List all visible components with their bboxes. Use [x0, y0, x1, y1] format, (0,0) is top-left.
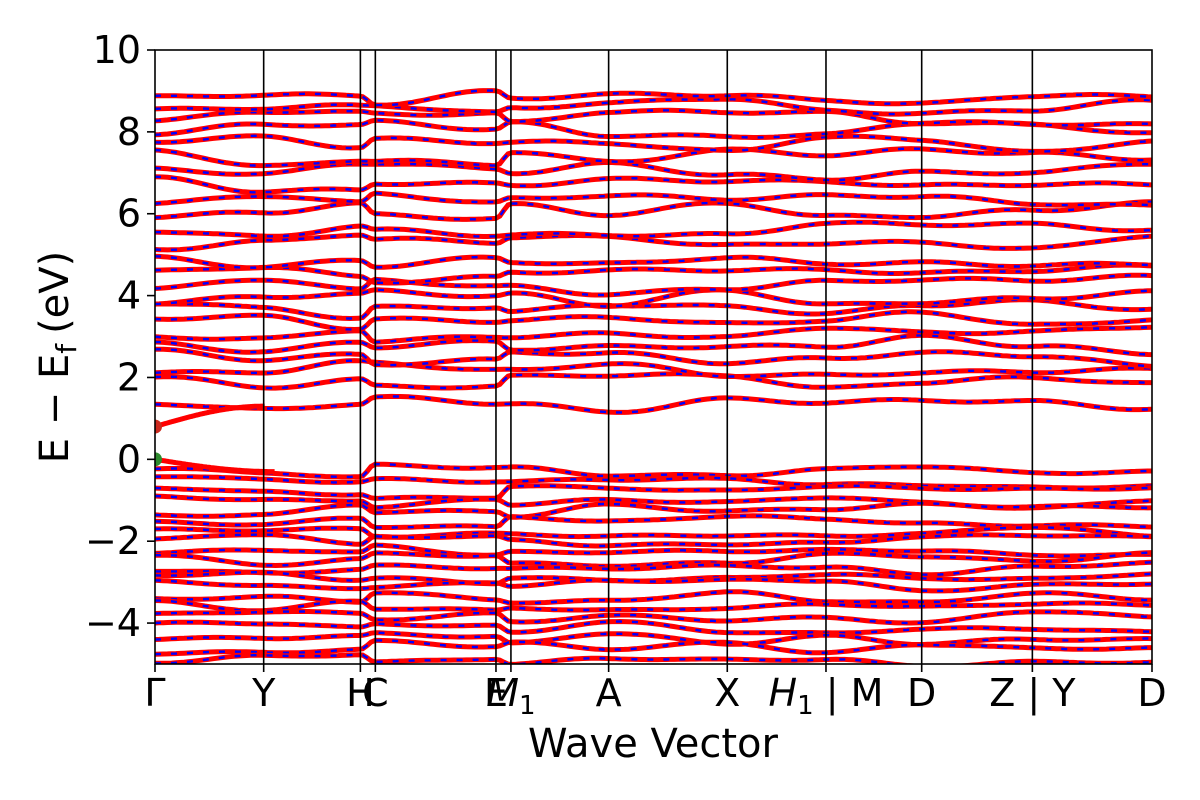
- band-line-blue: [155, 463, 1152, 479]
- y-axis-ticks: 10 8 6 4 2 0 −2 −4: [85, 28, 155, 645]
- kpoint-label-sub: 1: [797, 691, 814, 721]
- band-line-blue: [155, 484, 1152, 500]
- band-line-red: [155, 403, 265, 429]
- y-tick-label: −4: [85, 601, 141, 645]
- band-edge-marker: [155, 419, 162, 434]
- x-tick-label: X: [714, 671, 740, 715]
- band-lines: [155, 88, 1152, 664]
- kpoint-label: Γ: [144, 671, 165, 715]
- band-line-blue: [155, 274, 1152, 297]
- kpoint-label: D: [907, 671, 936, 715]
- band-line-blue: [155, 599, 1152, 613]
- band-line-blue: [155, 561, 1152, 576]
- band-line-blue: [155, 134, 1152, 153]
- band-line-blue: [155, 359, 1152, 378]
- y-tick-label: 2: [117, 355, 141, 399]
- band-line-blue: [155, 326, 1152, 344]
- band-line-blue: [155, 191, 1152, 207]
- x-tick-label: Y: [251, 671, 276, 715]
- band-line-blue: [155, 221, 1152, 238]
- band-line-red: [155, 456, 275, 475]
- band-line-blue: [155, 610, 1152, 625]
- band-edge-markers: [155, 419, 162, 467]
- band-line-blue: [155, 109, 1152, 127]
- kpoint-label: H: [769, 671, 798, 715]
- band-line-blue: [155, 310, 1152, 331]
- x-tick-label: H: [346, 671, 375, 715]
- band-line-red: [155, 371, 1152, 391]
- band-line-blue: [155, 533, 1152, 548]
- band-line-blue: [155, 639, 1152, 656]
- kpoint-label: E: [484, 671, 508, 715]
- band-line-blue: [155, 161, 1152, 182]
- band-line-red: [155, 133, 1152, 154]
- plot-frame: [154, 49, 1153, 665]
- band-edge-marker: [155, 452, 162, 467]
- y-tick-label: 10: [93, 28, 141, 72]
- y-axis-title-sub: f: [50, 343, 83, 354]
- band-line-blue: [155, 263, 1152, 285]
- band-line-blue: [155, 255, 1152, 269]
- band-line-red: [155, 513, 1152, 530]
- band-line-red: [155, 332, 1152, 358]
- kpoint-label: H: [346, 671, 375, 715]
- band-line-blue: [155, 551, 1152, 568]
- kpoint-label: Z | Y: [989, 671, 1076, 716]
- kpoint-label: A: [596, 671, 622, 715]
- band-line-blue: [155, 98, 1152, 116]
- x-tick-label: D: [1137, 671, 1166, 715]
- band-line-blue: [155, 526, 1152, 539]
- kpoint-label: D: [1137, 671, 1166, 715]
- x-tick-label: M1: [486, 671, 535, 721]
- band-line-blue: [155, 620, 1152, 635]
- band-line-blue: [155, 631, 1152, 646]
- band-line-blue: [155, 288, 1152, 308]
- kpoint-label: M: [486, 671, 519, 715]
- x-tick-label: A: [596, 671, 622, 715]
- band-line-blue: [155, 475, 1152, 490]
- band-line-red: [155, 297, 1152, 322]
- band-line-blue: [155, 89, 1152, 107]
- x-tick-label: E: [484, 671, 508, 715]
- band-line-blue: [155, 543, 1152, 558]
- band-line-blue: [155, 395, 1152, 414]
- x-tick-label: Z | Y: [989, 671, 1076, 716]
- y-axis-title-main: E − E: [32, 354, 78, 464]
- x-axis-title: Wave Vector: [528, 721, 779, 767]
- y-tick-label: −2: [85, 519, 141, 563]
- band-line-blue: [155, 590, 1152, 605]
- kpoint-label-suffix: | M: [814, 671, 884, 716]
- kpoint-label-sub: 1: [519, 691, 536, 721]
- kpoint-label: X: [714, 671, 740, 715]
- kpoint-divider-lines: [262, 50, 1034, 664]
- x-tick-label: H1 | M: [769, 671, 884, 721]
- band-line-blue: [155, 578, 1152, 593]
- band-line-blue: [155, 501, 1152, 519]
- x-tick-label: D: [907, 671, 936, 715]
- y-tick-label: 6: [117, 192, 141, 236]
- y-tick-label: 0: [117, 437, 141, 481]
- y-tick-label: 4: [117, 274, 141, 318]
- band-line-blue: [155, 233, 1152, 252]
- y-axis-title: E − Ef (eV): [32, 251, 83, 464]
- band-line-red: [155, 346, 1152, 369]
- x-tick-label: Γ: [144, 671, 165, 715]
- band-line-red: [155, 146, 1152, 169]
- kpoint-label: Y: [251, 671, 276, 715]
- y-tick-label: 8: [117, 110, 141, 154]
- y-axis-title-unit: (eV): [32, 251, 78, 334]
- band-line-blue: [155, 175, 1152, 194]
- band-line-red: [155, 199, 1152, 222]
- band-line-red: [155, 272, 1152, 298]
- x-tick-label: C: [362, 671, 389, 715]
- kpoint-label: C: [362, 671, 389, 715]
